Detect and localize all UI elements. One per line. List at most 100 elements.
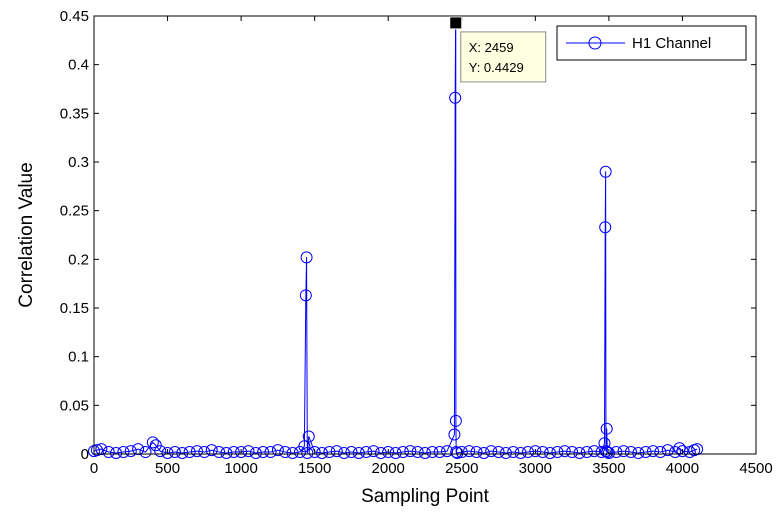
data-point-marker [639, 446, 652, 459]
data-point-marker [117, 446, 130, 459]
data-point-marker [300, 251, 313, 264]
data-point-marker [205, 444, 218, 457]
data-point-marker [455, 446, 468, 459]
data-point-marker [330, 445, 343, 458]
data-point-marker [600, 422, 613, 435]
data-point-marker [298, 440, 311, 453]
data-point-marker [601, 446, 614, 459]
data-point-marker [146, 436, 159, 449]
data-point-marker [448, 428, 461, 441]
data-point-marker [286, 447, 299, 460]
data-point-marker [558, 445, 571, 458]
plot-frame [93, 15, 757, 455]
data-point-marker [213, 446, 226, 459]
data-point-marker [396, 446, 409, 459]
data-point-marker [382, 446, 395, 459]
series-line [93, 22, 698, 454]
data-point-marker [451, 447, 464, 460]
data-point-marker [499, 447, 512, 460]
data-point-marker [599, 165, 612, 178]
data-point-marker [132, 443, 145, 456]
data-point-marker [161, 447, 174, 460]
data-point-marker [139, 446, 152, 459]
y-tick-label: 0.15 [60, 300, 89, 317]
data-point-marker [220, 447, 233, 460]
data-point-marker [426, 446, 439, 459]
data-point-marker [102, 446, 115, 459]
data-point-marker [227, 446, 240, 459]
data-point-marker [507, 446, 520, 459]
plot-area [94, 16, 756, 454]
data-point-marker [433, 446, 446, 459]
x-tick-label: 500 [155, 460, 180, 477]
data-point-marker [235, 446, 248, 459]
y-tick-label: 0.3 [68, 154, 89, 171]
x-tick-label: 2000 [372, 460, 405, 477]
data-point-marker [242, 445, 255, 458]
x-tick-label: 0 [90, 460, 98, 477]
data-point-marker [302, 430, 315, 443]
data-point-marker [599, 221, 612, 234]
data-point-marker [691, 443, 704, 456]
data-point-marker [485, 445, 498, 458]
data-point-marker [521, 446, 534, 459]
data-point-marker [183, 446, 196, 459]
data-point-marker [669, 446, 682, 459]
x-tick-label: 1500 [298, 460, 331, 477]
datatip-background [460, 31, 547, 83]
data-point-marker [598, 437, 611, 450]
data-point-marker [90, 444, 103, 457]
x-tick-label: 3000 [519, 460, 552, 477]
data-point-marker [323, 446, 336, 459]
data-point-marker [661, 444, 674, 457]
data-point-marker [374, 447, 387, 460]
datatip-marker[interactable] [449, 16, 463, 30]
y-tick-label: 0.1 [68, 349, 89, 366]
data-point-marker [676, 445, 689, 458]
data-point-marker [529, 445, 542, 458]
data-point-marker [602, 447, 615, 460]
data-point-marker [610, 446, 623, 459]
data-point-marker [360, 446, 373, 459]
legend-series-name: H1 Channel [632, 35, 711, 52]
x-tick-label: 1000 [224, 460, 257, 477]
data-point-marker [279, 446, 292, 459]
data-point-marker [654, 446, 667, 459]
data-point-marker [176, 447, 189, 460]
legend: H1 Channel [556, 25, 747, 61]
data-point-marker [264, 446, 277, 459]
data-point-marker [551, 446, 564, 459]
y-tick-label: 0.05 [60, 397, 89, 414]
x-tick-label: 4500 [739, 460, 772, 477]
data-point-marker [544, 447, 557, 460]
data-point-marker [308, 446, 321, 459]
y-tick-label: 0.2 [68, 251, 89, 268]
y-axis-title: Correlation Value [16, 162, 37, 307]
data-point-marker [647, 445, 660, 458]
data-point-marker [124, 445, 137, 458]
data-point-marker [595, 446, 608, 459]
data-point-marker [419, 447, 431, 460]
data-point-marker [154, 445, 167, 458]
data-point-marker [617, 445, 630, 458]
data-point-marker [249, 447, 262, 460]
data-point-marker [367, 445, 380, 458]
data-point-marker [588, 445, 601, 458]
x-tick-label: 2500 [445, 460, 478, 477]
series-layer [88, 16, 704, 460]
x-tick-label: 4000 [666, 460, 699, 477]
data-point-marker [389, 447, 402, 460]
datatip-y-text: Y: 0.4429 [469, 60, 524, 75]
data-point-marker [470, 446, 483, 459]
data-point-marker [301, 447, 314, 460]
y-tick-label: 0.25 [60, 203, 89, 220]
y-tick-label: 0.4 [68, 57, 89, 74]
data-point-marker [271, 444, 284, 457]
data-point-marker [110, 447, 123, 460]
data-point-marker [580, 446, 593, 459]
data-point-marker [411, 446, 424, 459]
data-point-marker [449, 91, 462, 104]
data-point-marker [632, 447, 645, 460]
data-point-marker [573, 447, 586, 460]
data-point-marker [624, 446, 637, 459]
